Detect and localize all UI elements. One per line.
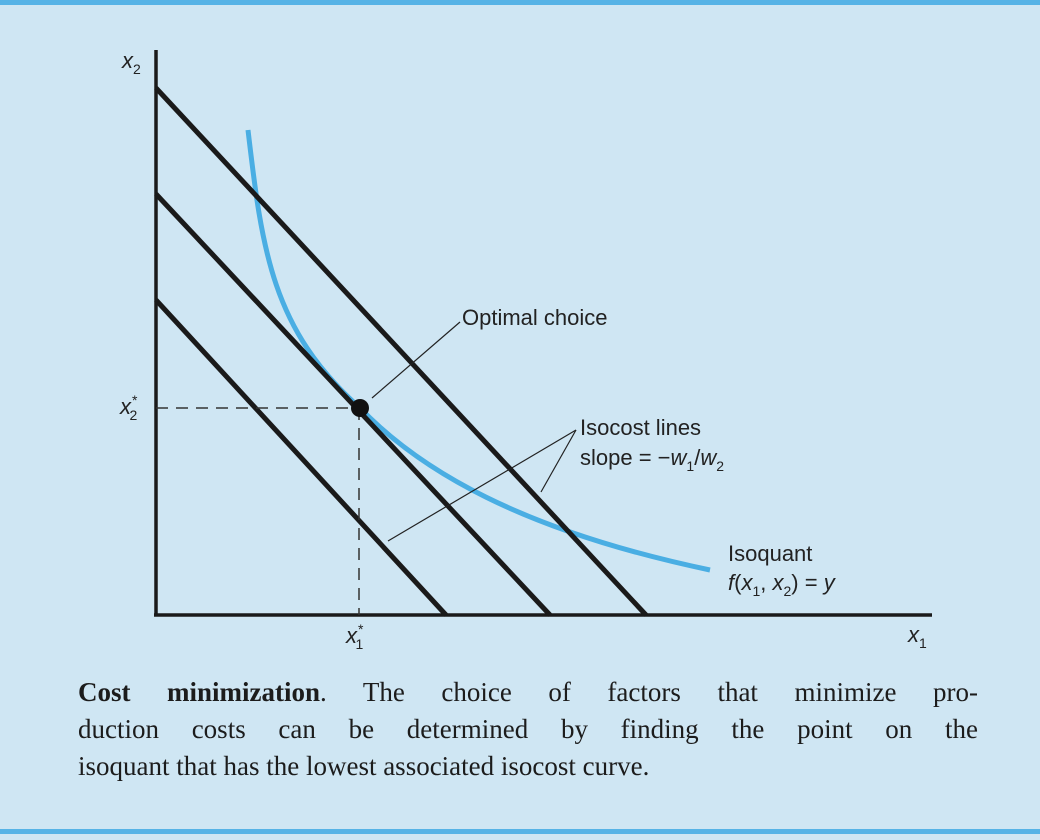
optimal-leader	[371, 321, 461, 399]
x-axis-label: x1	[907, 622, 927, 651]
isocost-line-high	[154, 86, 648, 617]
caption-line-3: isoquant that has the lowest associated …	[78, 751, 650, 781]
isocost-lines-label: Isocost lines	[580, 415, 701, 440]
top-rule	[0, 0, 1040, 5]
isoquant-function-label: f(x1, x2) = y	[728, 570, 837, 599]
cost-minimization-diagram: x2 x1 x* 2 x* 1 Optimal choice Isocost lin…	[119, 48, 932, 652]
caption-line-1-text: . The choice of factors that minimize pr…	[320, 677, 978, 707]
x-tick-x1-star: x* 1	[345, 621, 364, 652]
optimal-choice-label: Optimal choice	[462, 305, 608, 330]
isocost-line-low	[154, 298, 448, 617]
isoquant-label: Isoquant	[728, 541, 812, 566]
y-axis-label: x2	[121, 48, 141, 77]
caption-line-2: duction costs can be determined by findi…	[78, 714, 978, 744]
y-tick-x2-star: x* 2	[119, 392, 138, 423]
isocost-leader-1	[387, 429, 577, 542]
figure-caption: Cost minimization. The choice of factors…	[78, 674, 978, 785]
optimal-point	[351, 399, 369, 417]
bottom-rule	[0, 829, 1040, 834]
caption-line-1: Cost minimization. The choice of factors…	[78, 674, 978, 711]
isocost-slope-label: slope = −w1/w2	[580, 445, 724, 474]
isocost-leader-2	[540, 429, 577, 493]
isoquant-curve	[245, 129, 711, 573]
caption-title: Cost minimization	[78, 677, 321, 707]
